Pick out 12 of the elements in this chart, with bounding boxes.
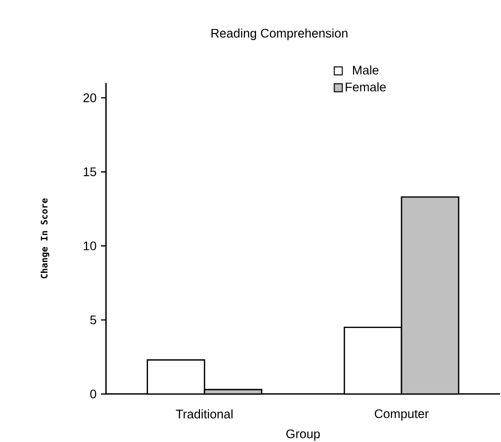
y-tick-label: 15 [84,168,96,176]
x-axis-title: Group [286,429,320,441]
y-tick-label: 20 [83,93,96,102]
y-tick-label: 0 [90,390,96,398]
y-tick-label: 5 [90,316,96,324]
y-tick-label: 10 [84,241,96,250]
chart-title: Reading Comprehension [212,28,348,40]
legend-label: Male [353,65,378,75]
y-axis-title: Change In Score [40,198,50,278]
legend-label: Female [346,82,386,92]
x-tick-label: Traditional [176,409,233,418]
x-tick-label: Computer [374,409,429,421]
